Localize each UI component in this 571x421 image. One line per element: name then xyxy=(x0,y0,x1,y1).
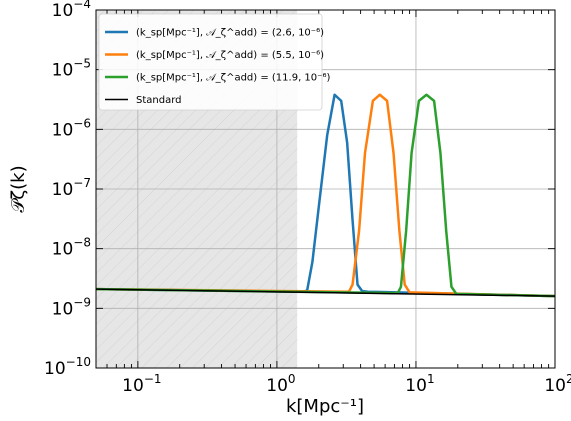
y-tick-label: 10−6 xyxy=(52,116,91,140)
series-line-3 xyxy=(96,93,555,298)
legend-box xyxy=(98,13,323,111)
y-tick-label: 10−10 xyxy=(44,355,91,379)
x-axis-label: k[Mpc⁻¹] xyxy=(286,396,364,417)
series-line-4 xyxy=(96,288,555,297)
legend-label-4: Standard xyxy=(136,95,182,106)
x-tick-label: 102 xyxy=(544,372,571,396)
legend-label-1: (k_sp[Mpc⁻¹], 𝒜_ζ^add) = (2.6, 10⁻⁶) xyxy=(136,28,324,39)
axis-ticks xyxy=(95,9,556,369)
y-tick-label: 10−7 xyxy=(52,176,91,200)
x-tick-labels: 10−1 100 101 102 xyxy=(122,372,571,396)
y-tick-label: 10−5 xyxy=(52,57,91,81)
x-tick-label: 10−1 xyxy=(122,372,161,396)
series-line-1 xyxy=(96,93,555,298)
y-tick-label: 10−8 xyxy=(52,236,91,260)
y-axis-label: 𝒫ζ(k) xyxy=(8,165,29,212)
y-tick-label: 10−9 xyxy=(52,295,91,319)
series-lines xyxy=(96,93,555,298)
series-line-2 xyxy=(96,93,555,298)
legend-label-3: (k_sp[Mpc⁻¹], 𝒜_ζ^add) = (11.9, 10⁻⁶) xyxy=(136,73,330,84)
legend: (k_sp[Mpc⁻¹], 𝒜_ζ^add) = (2.6, 10⁻⁶) (k_s… xyxy=(98,13,330,111)
x-tick-label: 100 xyxy=(266,372,295,396)
x-tick-label: 101 xyxy=(405,372,434,396)
legend-label-2: (k_sp[Mpc⁻¹], 𝒜_ζ^add) = (5.5, 10⁻⁶) xyxy=(136,50,324,61)
y-tick-label: 10−4 xyxy=(52,0,91,21)
y-tick-labels: 10−10 10−9 10−8 10−7 10−6 10−5 10−4 xyxy=(44,0,91,379)
